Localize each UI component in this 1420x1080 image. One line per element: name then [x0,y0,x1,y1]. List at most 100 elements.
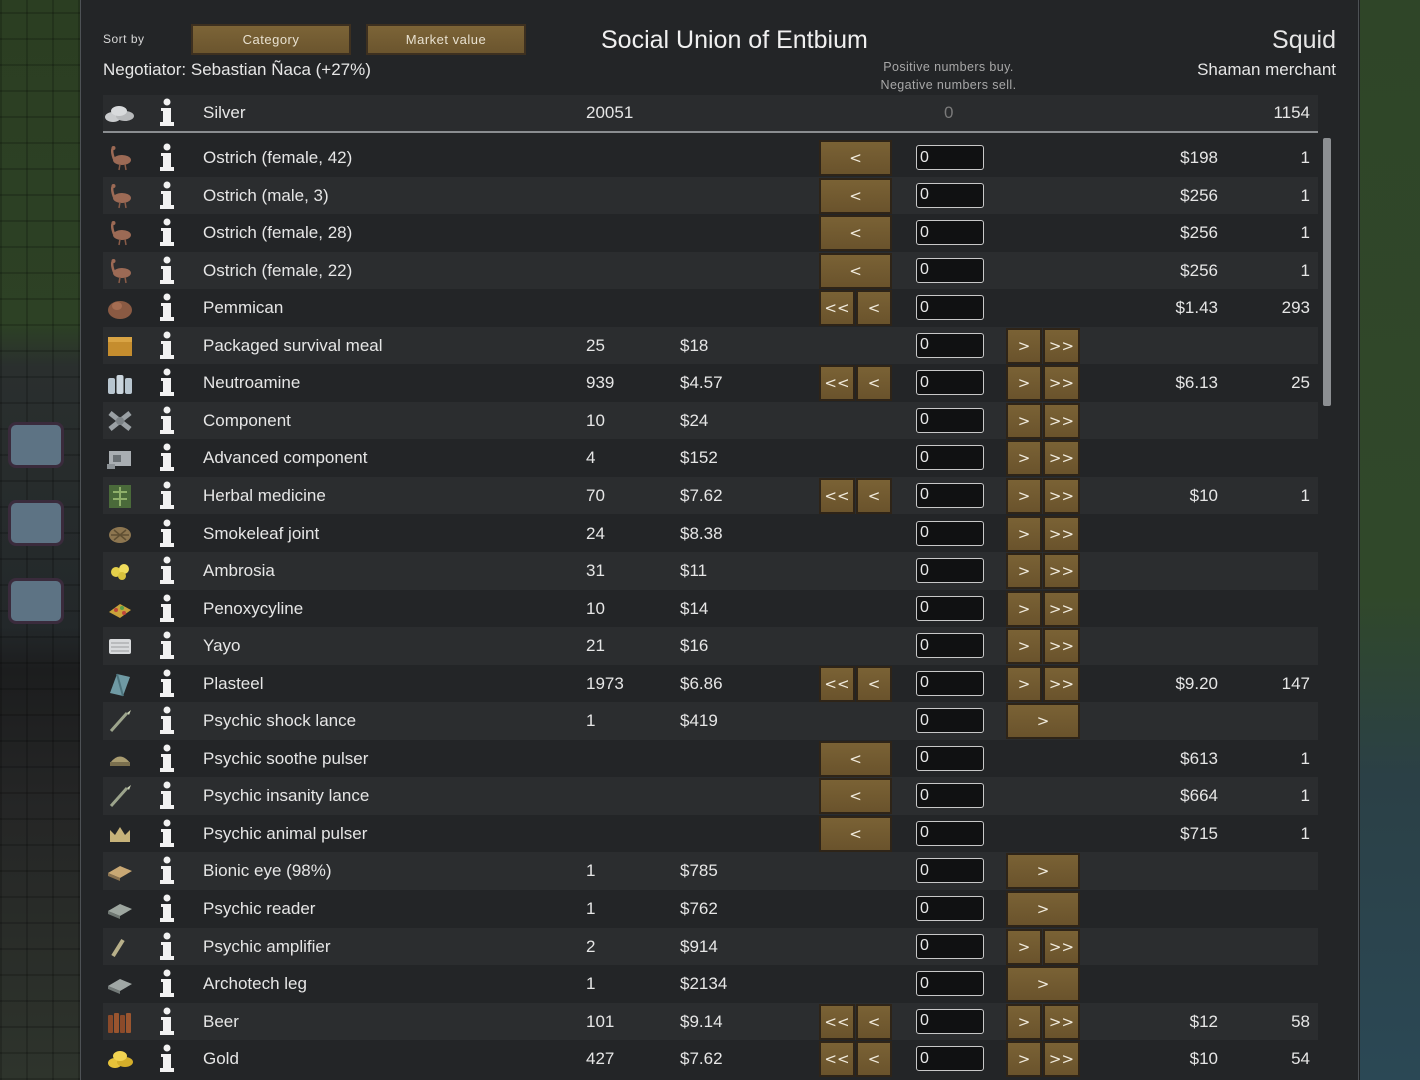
buy-one-button[interactable]: > [1006,1003,1042,1040]
sell-one-button[interactable]: < [819,778,892,815]
buy-all-button[interactable]: >> [1043,327,1080,364]
quantity-input[interactable] [916,1046,984,1072]
sell-one-button[interactable]: < [856,477,892,514]
buy-one-button[interactable]: > [1006,402,1042,439]
info-icon[interactable] [158,631,176,661]
quantity-input[interactable] [916,708,984,734]
info-icon[interactable] [158,98,176,133]
sell-one-button[interactable]: < [819,215,892,252]
info-icon[interactable] [158,669,176,699]
quantity-input[interactable] [916,633,984,659]
quantity-input[interactable] [916,482,984,508]
quantity-input[interactable] [916,407,984,433]
quantity-input[interactable] [916,595,984,621]
info-icon[interactable] [158,331,176,361]
quantity-input[interactable] [916,257,984,283]
buy-one-button[interactable]: > [1006,590,1042,627]
quantity-input[interactable] [916,745,984,771]
quantity-input[interactable] [916,370,984,396]
buy-all-button[interactable]: >> [1043,440,1080,477]
buy-one-button[interactable]: > [1006,553,1042,590]
quantity-input[interactable] [916,858,984,884]
buy-one-button[interactable]: > [1006,853,1080,890]
info-icon[interactable] [158,293,176,323]
buy-one-button[interactable]: > [1006,966,1080,1003]
info-icon[interactable] [158,143,176,173]
buy-all-button[interactable]: >> [1043,365,1080,402]
buy-one-button[interactable]: > [1006,477,1042,514]
quantity-input[interactable] [916,820,984,846]
info-icon[interactable] [158,969,176,999]
buy-all-button[interactable]: >> [1043,477,1080,514]
sell-all-button[interactable]: << [819,477,855,514]
quantity-input[interactable] [916,971,984,997]
info-icon[interactable] [158,181,176,211]
sell-one-button[interactable]: < [856,1003,892,1040]
sort-market-value-button[interactable]: Market value [366,24,526,55]
buy-all-button[interactable]: >> [1043,665,1080,702]
buy-one-button[interactable]: > [1006,891,1080,927]
sell-one-button[interactable]: < [856,1041,892,1078]
sell-one-button[interactable]: < [819,252,892,289]
sell-all-button[interactable]: << [819,1003,855,1040]
buy-one-button[interactable]: > [1006,628,1042,665]
info-icon[interactable] [158,594,176,624]
buy-all-button[interactable]: >> [1043,628,1080,665]
info-icon[interactable] [158,406,176,436]
buy-all-button[interactable]: >> [1043,515,1080,552]
quantity-input[interactable] [916,445,984,471]
info-icon[interactable] [158,481,176,511]
quantity-input[interactable] [916,670,984,696]
buy-one-button[interactable]: > [1006,440,1042,477]
sell-all-button[interactable]: << [819,290,855,327]
info-icon[interactable] [158,1044,176,1074]
sell-one-button[interactable]: < [856,365,892,402]
sell-one-button[interactable]: < [819,815,892,852]
quantity-input[interactable] [916,182,984,208]
info-icon[interactable] [158,256,176,286]
sell-all-button[interactable]: << [819,665,855,702]
quantity-input[interactable] [916,520,984,546]
info-icon[interactable] [158,856,176,886]
buy-all-button[interactable]: >> [1043,1003,1080,1040]
buy-one-button[interactable]: > [1006,665,1042,702]
buy-all-button[interactable]: >> [1043,928,1080,965]
sell-all-button[interactable]: << [819,1041,855,1078]
info-icon[interactable] [158,443,176,473]
quantity-input[interactable] [916,896,984,921]
info-icon[interactable] [158,781,176,811]
info-icon[interactable] [158,519,176,549]
info-icon[interactable] [158,556,176,586]
buy-all-button[interactable]: >> [1043,590,1080,627]
sell-one-button[interactable]: < [819,177,892,214]
buy-one-button[interactable]: > [1006,515,1042,552]
sort-category-button[interactable]: Category [191,24,351,55]
quantity-input[interactable] [916,145,984,170]
buy-one-button[interactable]: > [1006,365,1042,402]
info-icon[interactable] [158,932,176,962]
sell-one-button[interactable]: < [856,665,892,702]
sell-all-button[interactable]: << [819,365,855,402]
info-icon[interactable] [158,706,176,736]
sell-one-button[interactable]: < [856,290,892,327]
quantity-input[interactable] [916,783,984,809]
info-icon[interactable] [158,819,176,849]
info-icon[interactable] [158,1007,176,1037]
quantity-input[interactable] [916,295,984,321]
quantity-input[interactable] [916,558,984,584]
buy-all-button[interactable]: >> [1043,1041,1080,1078]
info-icon[interactable] [158,894,176,924]
buy-all-button[interactable]: >> [1043,402,1080,439]
sell-one-button[interactable]: < [819,740,892,777]
info-icon[interactable] [158,744,176,774]
buy-all-button[interactable]: >> [1043,553,1080,590]
quantity-input[interactable] [916,933,984,959]
buy-one-button[interactable]: > [1006,703,1080,740]
scrollbar-thumb[interactable] [1323,138,1331,406]
quantity-input[interactable] [916,1008,984,1034]
buy-one-button[interactable]: > [1006,928,1042,965]
info-icon[interactable] [158,368,176,398]
buy-one-button[interactable]: > [1006,327,1042,364]
quantity-input[interactable] [916,220,984,246]
sell-one-button[interactable]: < [819,140,892,176]
